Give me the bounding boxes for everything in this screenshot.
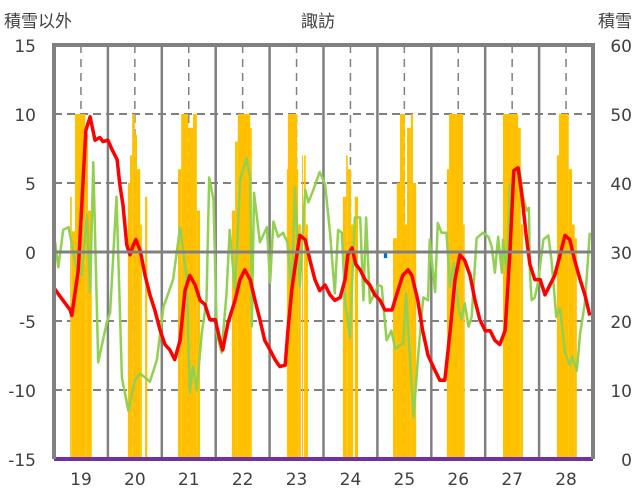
snow-bar bbox=[502, 114, 519, 459]
snow-bar bbox=[518, 127, 521, 460]
snow-bar bbox=[140, 224, 142, 459]
snow-bar bbox=[188, 127, 194, 460]
snow-bar bbox=[304, 155, 306, 459]
snow-bar bbox=[132, 114, 135, 459]
right-tick-label: 0 bbox=[621, 451, 632, 471]
snow-bar bbox=[134, 134, 138, 459]
snow-bar bbox=[305, 224, 308, 459]
right-tick-label: 60 bbox=[610, 37, 632, 57]
snow-bar bbox=[556, 155, 560, 459]
left-tick-label: 10 bbox=[14, 106, 36, 126]
snow-bar bbox=[70, 196, 72, 460]
snow-bar bbox=[75, 114, 86, 459]
snow-bar bbox=[400, 114, 405, 459]
snow-bar bbox=[350, 224, 354, 459]
snow-bar bbox=[571, 224, 575, 459]
green-series-line bbox=[52, 156, 592, 419]
red-series-line bbox=[52, 115, 592, 383]
snow-bar bbox=[301, 155, 304, 459]
x-tick-label: 20 bbox=[124, 470, 146, 490]
x-tick-label: 19 bbox=[70, 470, 92, 490]
left-tick-label: 0 bbox=[25, 244, 36, 264]
right-tick-label: 50 bbox=[610, 106, 632, 126]
snow-bar bbox=[404, 224, 408, 459]
x-tick-label: 23 bbox=[286, 470, 308, 490]
snow-bar bbox=[568, 169, 572, 459]
snow-bar bbox=[354, 196, 358, 460]
blue-bar bbox=[383, 252, 388, 259]
snow-bar bbox=[145, 196, 148, 460]
x-tick-label: 28 bbox=[555, 470, 577, 490]
snow-bar bbox=[446, 169, 450, 459]
snow-bar bbox=[286, 169, 288, 459]
snow-bar bbox=[298, 224, 301, 459]
right-tick-label: 40 bbox=[610, 175, 632, 195]
right-tick-label: 10 bbox=[610, 382, 632, 402]
snow-bar bbox=[177, 169, 182, 459]
snow-bar bbox=[463, 224, 465, 459]
snow-bar bbox=[396, 183, 401, 459]
x-tick-label: 24 bbox=[340, 470, 362, 490]
x-tick-label: 21 bbox=[178, 470, 200, 490]
snow-bar bbox=[559, 114, 569, 459]
left-axis-label: 積雪以外 bbox=[4, 12, 72, 32]
right-tick-label: 30 bbox=[610, 244, 632, 264]
left-tick-label: -10 bbox=[8, 382, 36, 402]
snow-bar bbox=[574, 238, 577, 459]
snow-bar bbox=[407, 127, 411, 460]
snow-bar bbox=[237, 114, 251, 459]
snow-bar bbox=[71, 231, 76, 459]
snow-bar bbox=[347, 169, 351, 459]
snow-bar bbox=[127, 183, 130, 459]
x-tick-label: 25 bbox=[394, 470, 416, 490]
snow-bar bbox=[342, 196, 347, 460]
x-tick-label: 22 bbox=[232, 470, 254, 490]
snow-bar bbox=[87, 210, 92, 459]
x-tick-label: 27 bbox=[501, 470, 523, 490]
left-tick-label: 15 bbox=[14, 37, 36, 57]
left-tick-label: -15 bbox=[8, 451, 36, 471]
snow-bar bbox=[231, 210, 236, 459]
chart-title: 諏訪 bbox=[301, 12, 335, 32]
snow-bar bbox=[196, 210, 201, 459]
plot-frame bbox=[52, 43, 595, 459]
series-lines bbox=[52, 115, 593, 461]
snow-bar bbox=[412, 183, 417, 459]
x-tick-label: 26 bbox=[447, 470, 469, 490]
snow-bar bbox=[129, 155, 133, 459]
right-axis-label: 積雪 bbox=[598, 12, 632, 32]
snow-bar bbox=[410, 114, 413, 459]
right-tick-label: 20 bbox=[610, 313, 632, 333]
snow-bar bbox=[85, 134, 88, 459]
snow-bar bbox=[520, 224, 523, 459]
snow-bar bbox=[297, 169, 299, 459]
left-tick-label: -5 bbox=[19, 313, 36, 333]
snow-bar bbox=[137, 169, 141, 459]
left-tick-label: 5 bbox=[25, 175, 36, 195]
